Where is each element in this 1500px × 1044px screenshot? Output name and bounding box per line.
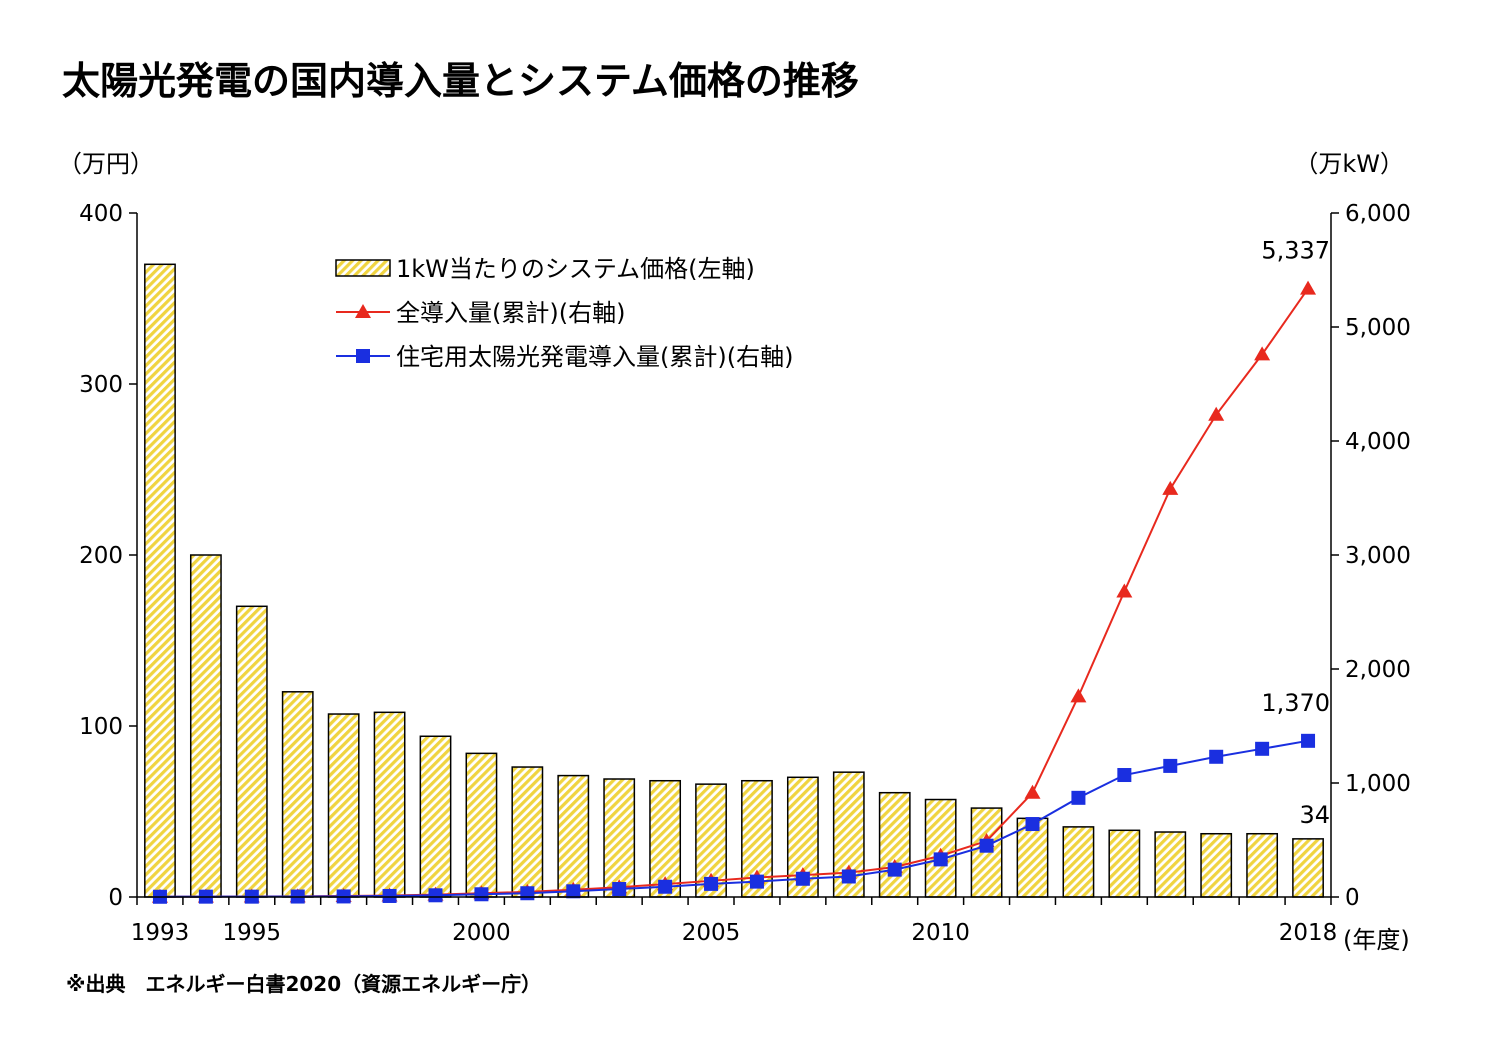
residential-point-2014 <box>1117 768 1132 783</box>
total-point-2017 <box>1254 346 1271 361</box>
legend-label: 全導入量(累計)(右軸) <box>396 299 625 327</box>
annotation-5337: 5,337 <box>1261 237 1330 265</box>
total-point-2012 <box>1024 784 1041 799</box>
right-axis: 0 1,000 2,000 3,000 4,000 5,000 6,000 （万kW） <box>1294 150 1411 911</box>
bar-2018 <box>1292 838 1324 898</box>
residential-point-2003 <box>612 882 627 897</box>
bar-2003 <box>603 778 636 898</box>
right-tick-label: 2,000 <box>1345 657 1411 683</box>
residential-point-2007 <box>795 871 810 886</box>
x-tick-label: 1995 <box>223 920 282 946</box>
total-point-2013 <box>1070 688 1087 703</box>
bar-1999 <box>419 735 452 898</box>
bar-2016 <box>1200 832 1233 898</box>
bar-2000 <box>465 752 498 898</box>
residential-point-2015 <box>1163 758 1178 773</box>
residential-point-2005 <box>704 876 719 891</box>
bar-1994 <box>189 554 222 898</box>
x-tick-label: 2005 <box>682 920 741 946</box>
left-tick-label: 300 <box>79 372 123 398</box>
right-tick-label: 5,000 <box>1345 315 1411 341</box>
left-tick-label: 100 <box>79 714 123 740</box>
bar-2009 <box>878 791 911 898</box>
bar-1997 <box>327 713 360 898</box>
source-note: ※出典 エネルギー白書2020（資源エネルギー庁） <box>66 972 542 996</box>
x-tick-label: 2018 <box>1279 920 1338 946</box>
left-axis-unit: （万円） <box>58 150 154 178</box>
annotation-34: 34 <box>1299 801 1330 829</box>
total-point-2014 <box>1116 583 1133 598</box>
left-tick-label: 0 <box>108 885 123 911</box>
residential-point-2009 <box>887 862 902 877</box>
residential-point-2008 <box>841 869 856 884</box>
residential-point-2006 <box>749 874 764 889</box>
bar-1998 <box>373 711 406 898</box>
bar-2015 <box>1154 831 1187 898</box>
residential-point-1998 <box>382 888 397 903</box>
right-tick-label: 3,000 <box>1345 543 1411 569</box>
residential-point-2016 <box>1209 749 1224 764</box>
x-axis: 1993 1995 2000 2005 2010 2018 (年度) <box>131 896 1410 954</box>
right-tick-label: 1,000 <box>1345 771 1411 797</box>
residential-point-2013 <box>1071 790 1086 805</box>
bar-2014 <box>1108 829 1141 898</box>
total-point-2018 <box>1300 280 1317 295</box>
left-tick-label: 200 <box>79 543 123 569</box>
annotation-1370: 1,370 <box>1261 689 1330 717</box>
total-point-2015 <box>1162 480 1179 495</box>
bar-1996 <box>281 691 314 898</box>
residential-point-2004 <box>658 879 673 894</box>
x-tick-label: 1993 <box>131 920 190 946</box>
right-tick-label: 4,000 <box>1345 429 1411 455</box>
x-tick-label: 2010 <box>911 920 970 946</box>
left-tick-label: 400 <box>79 201 123 227</box>
bar-2013 <box>1062 826 1095 898</box>
legend-square-marker <box>356 349 370 363</box>
residential-point-2017 <box>1255 741 1270 756</box>
residential-point-2000 <box>474 887 489 902</box>
bar-1995 <box>235 605 268 898</box>
residential-point-2002 <box>566 884 581 899</box>
right-tick-label: 6,000 <box>1345 201 1411 227</box>
x-axis-unit: (年度) <box>1343 926 1410 954</box>
legend-label: 1kW当たりのシステム価格(左軸) <box>396 255 755 283</box>
left-axis: 0 100 200 300 400 （万円） <box>58 150 154 911</box>
bar-1993 <box>144 263 176 898</box>
right-tick-label: 0 <box>1345 885 1360 911</box>
line-series <box>151 280 1317 904</box>
legend-label: 住宅用太陽光発電導入量(累計)(右軸) <box>396 343 793 371</box>
residential-point-2010 <box>933 852 948 867</box>
legend-triangle-marker <box>355 304 371 318</box>
chart-title: 太陽光発電の国内導入量とシステム価格の推移 <box>62 59 859 103</box>
annotations: 5,337 1,370 34 <box>1261 237 1330 829</box>
residential-point-2012 <box>1025 817 1040 832</box>
residential-point-2011 <box>979 838 994 853</box>
legend: 1kW当たりのシステム価格(左軸) 全導入量(累計)(右軸) 住宅用太陽光発電導入量… <box>335 255 793 371</box>
bar-2001 <box>511 766 544 898</box>
residential-point-2001 <box>520 886 535 901</box>
x-tick-label: 2000 <box>452 920 511 946</box>
residential-point-1999 <box>428 888 443 903</box>
residential-point-2018 <box>1301 733 1316 748</box>
bar-2017 <box>1246 832 1279 898</box>
bar-2002 <box>557 774 590 898</box>
total-point-2016 <box>1208 406 1225 421</box>
legend-bar-swatch <box>335 259 391 277</box>
right-axis-unit: （万kW） <box>1294 150 1404 178</box>
